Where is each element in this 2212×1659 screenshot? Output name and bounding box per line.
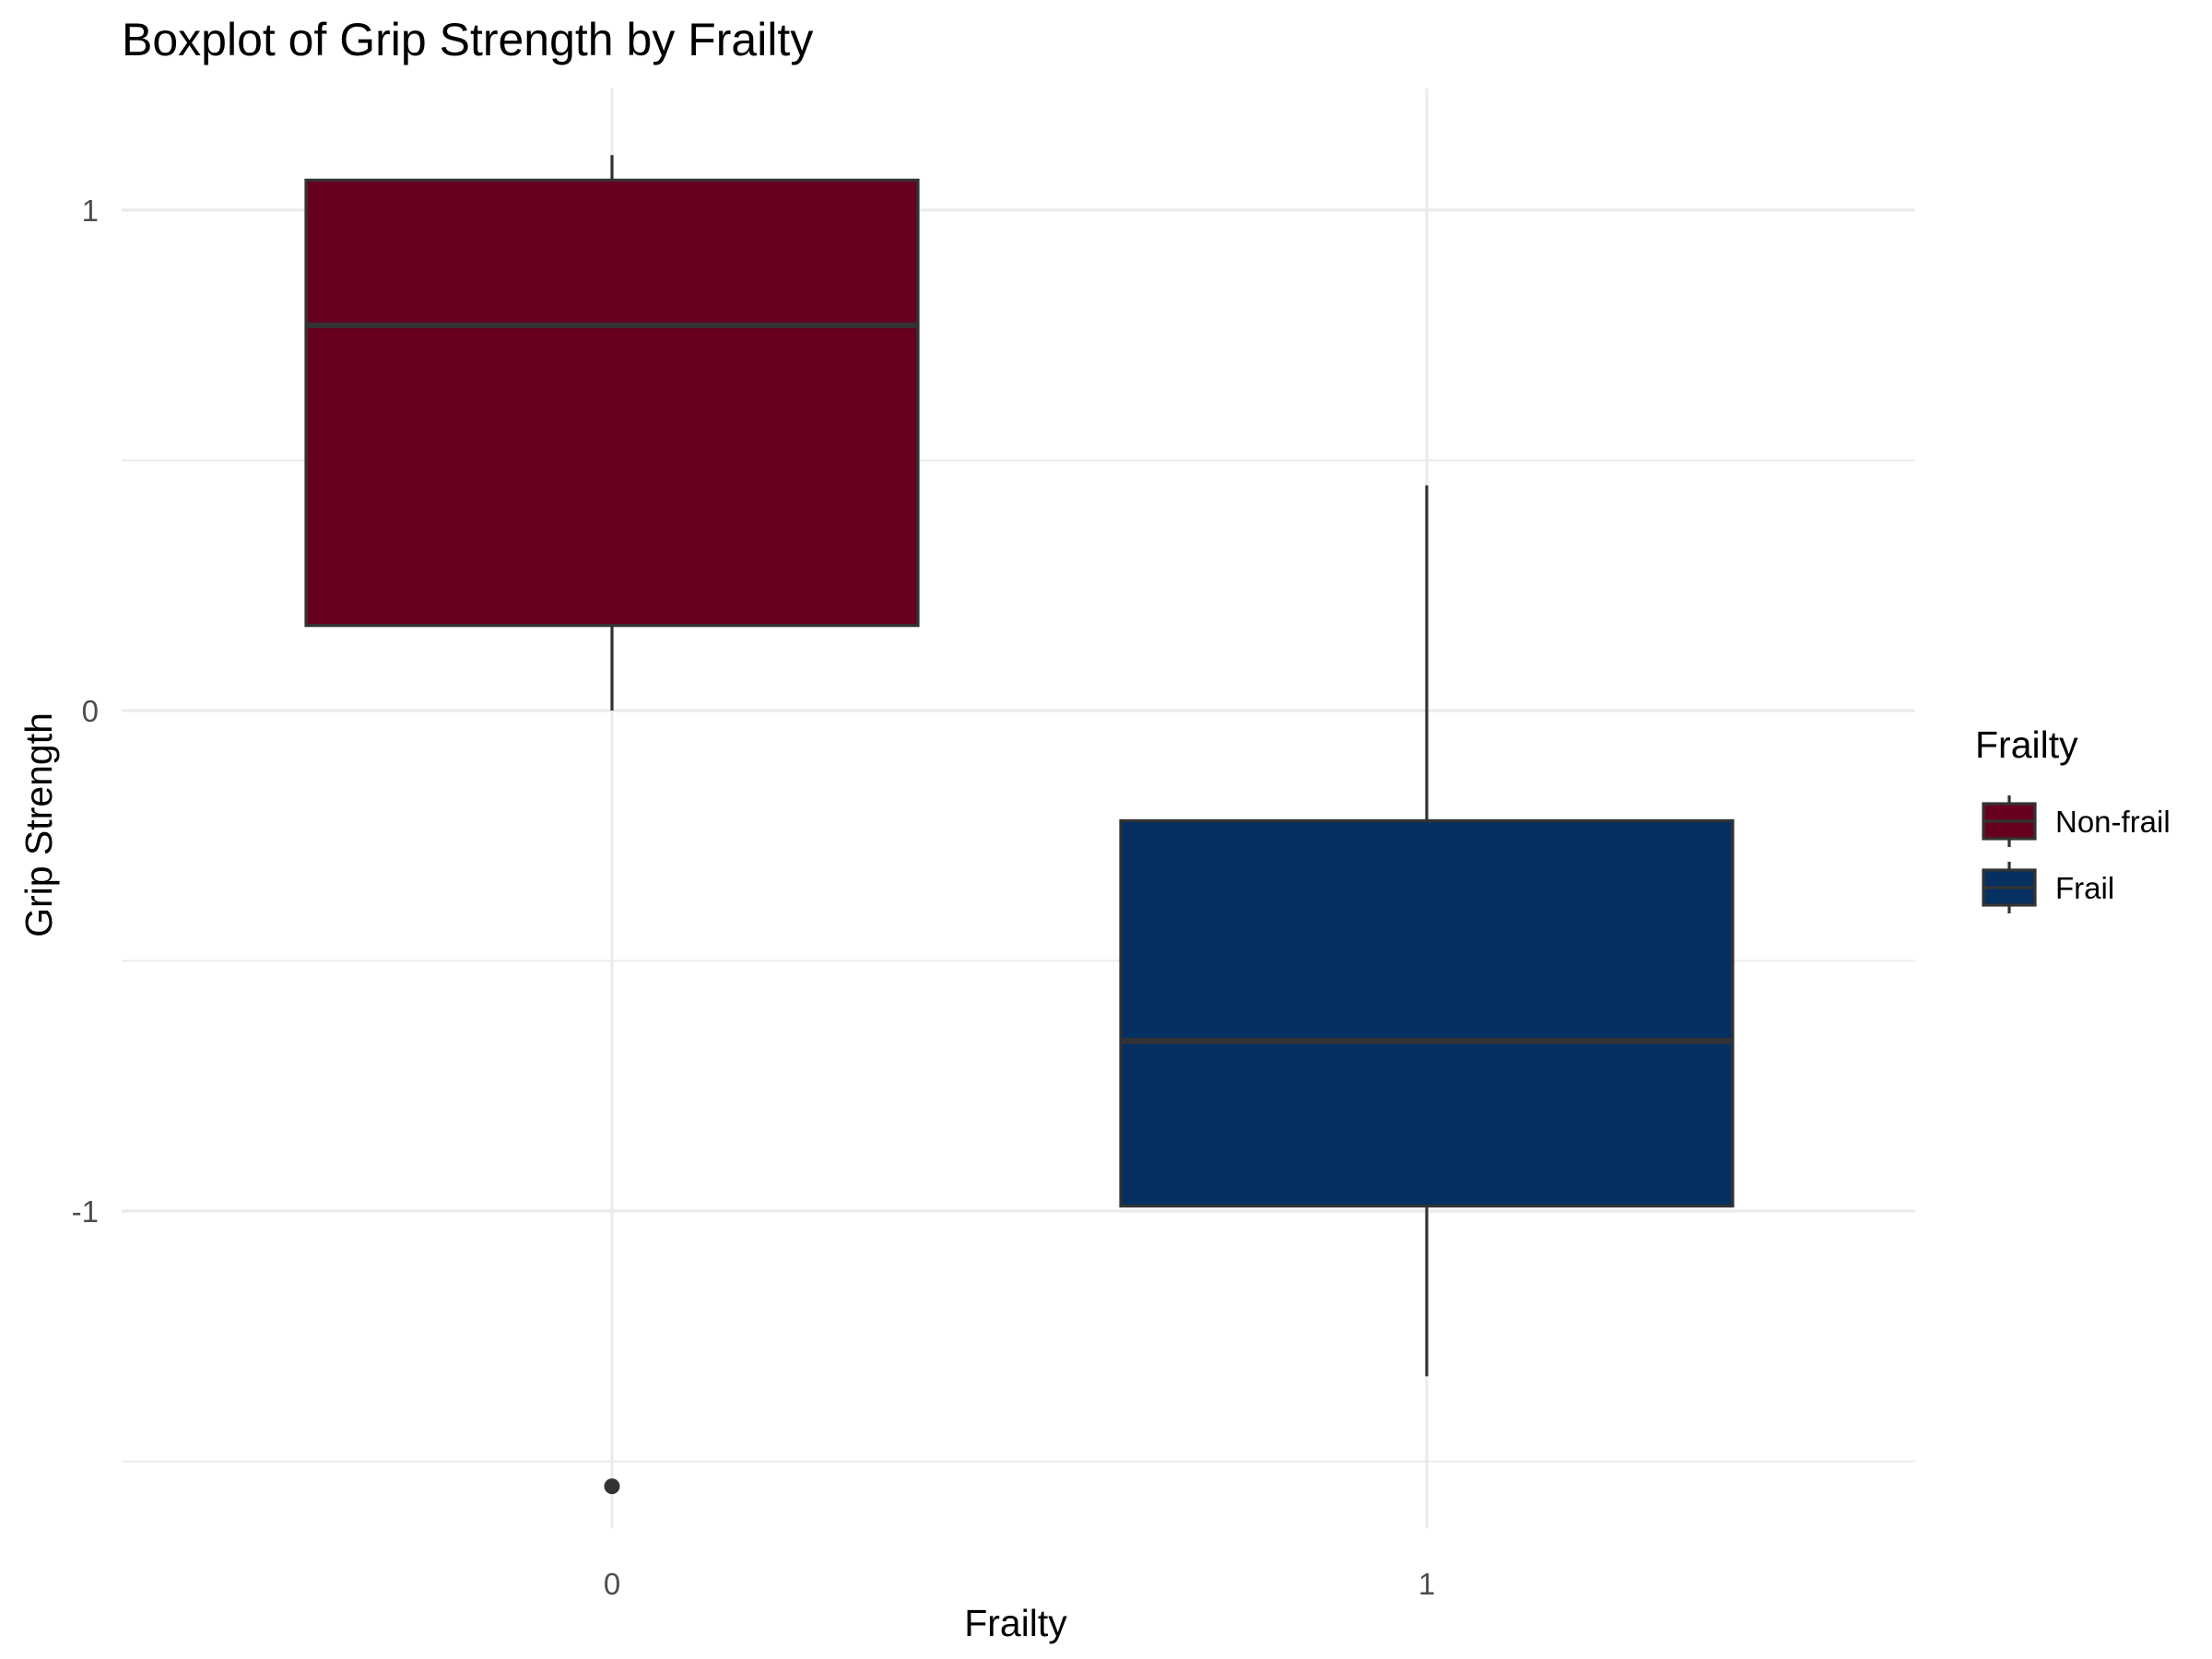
x-tick-label-0: 0	[604, 1567, 620, 1601]
legend: Frailty Non-frail Frail	[1975, 724, 2171, 913]
y-tick-label-1: 0	[82, 694, 99, 728]
legend-label-frail: Frail	[2055, 871, 2114, 905]
tick-layer: 1 0 -1 0 1	[72, 194, 1436, 1601]
legend-title: Frailty	[1975, 724, 2078, 766]
x-axis-title: Frailty	[964, 1602, 1067, 1644]
box-frail	[1119, 485, 1735, 1377]
box-non-frail	[304, 155, 920, 1495]
box-body	[304, 178, 920, 628]
y-tick-label-2: -1	[72, 1194, 99, 1229]
legend-key-non-frail	[1982, 795, 2037, 847]
chart-title: Boxplot of Grip Strength by Frailty	[122, 14, 813, 65]
box-layer	[304, 155, 1735, 1495]
y-tick-label-0: 1	[82, 194, 99, 228]
box-body	[1119, 818, 1735, 1208]
x-tick-label-1: 1	[1418, 1567, 1435, 1601]
legend-label-non-frail: Non-frail	[2055, 805, 2171, 839]
legend-key-frail	[1982, 862, 2037, 913]
outlier-point-0	[604, 1478, 620, 1495]
y-axis-title: Grip Strength	[18, 712, 60, 937]
